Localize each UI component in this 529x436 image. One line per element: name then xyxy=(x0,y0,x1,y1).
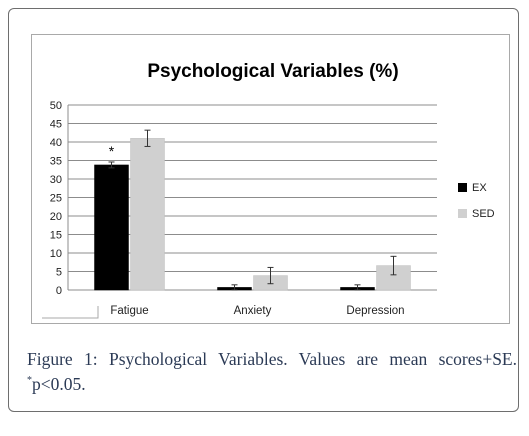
x-tick-label: Depression xyxy=(346,305,404,317)
y-tick-label: 35 xyxy=(50,156,62,168)
caption-line-2: *p<0.05. xyxy=(27,370,517,395)
legend-label-sed: SED xyxy=(472,208,495,220)
y-tick-label: 10 xyxy=(50,248,62,260)
y-tick-label: 50 xyxy=(50,100,62,112)
y-tick-label: 20 xyxy=(50,211,62,223)
figure-frame: Psychological Variables (%) 0 5 10 15 20 25 30 3… xyxy=(8,8,519,412)
caption-line-1: Figure 1: Psychological Variables. Value… xyxy=(27,349,517,370)
x-tick-label: Fatigue xyxy=(110,305,148,317)
bar-chart: Psychological Variables (%) 0 5 10 15 20 25 30 3… xyxy=(42,61,495,319)
legend-swatch-sed xyxy=(458,209,467,218)
caption-significance: p<0.05. xyxy=(32,373,86,394)
y-tick-label: 45 xyxy=(50,119,62,131)
axis-tab-decoration xyxy=(42,306,99,319)
chart-title: Psychological Variables (%) xyxy=(147,61,398,82)
y-tick-label: 25 xyxy=(50,193,62,205)
y-tick-label: 5 xyxy=(56,267,62,279)
figure-caption: Figure 1: Psychological Variables. Value… xyxy=(27,349,517,395)
caption-label: Figure 1: xyxy=(27,349,98,369)
legend-label-ex: EX xyxy=(472,182,487,194)
y-tick-label: 15 xyxy=(50,230,62,242)
bar-ex-fatigue xyxy=(94,164,129,291)
y-tick-label: 0 xyxy=(56,285,62,297)
x-tick-label: Anxiety xyxy=(234,305,272,317)
caption-asterisk: * xyxy=(27,375,32,386)
bar-sed-fatigue xyxy=(130,138,165,291)
y-tick-label: 40 xyxy=(50,137,62,149)
caption-text: Psychological Variables. Values are mean… xyxy=(108,349,517,369)
legend-swatch-ex xyxy=(458,183,467,192)
significance-asterisk: * xyxy=(109,143,115,159)
chart-area: Psychological Variables (%) 0 5 10 15 20 25 30 3… xyxy=(31,34,510,324)
y-tick-label: 30 xyxy=(50,174,62,186)
